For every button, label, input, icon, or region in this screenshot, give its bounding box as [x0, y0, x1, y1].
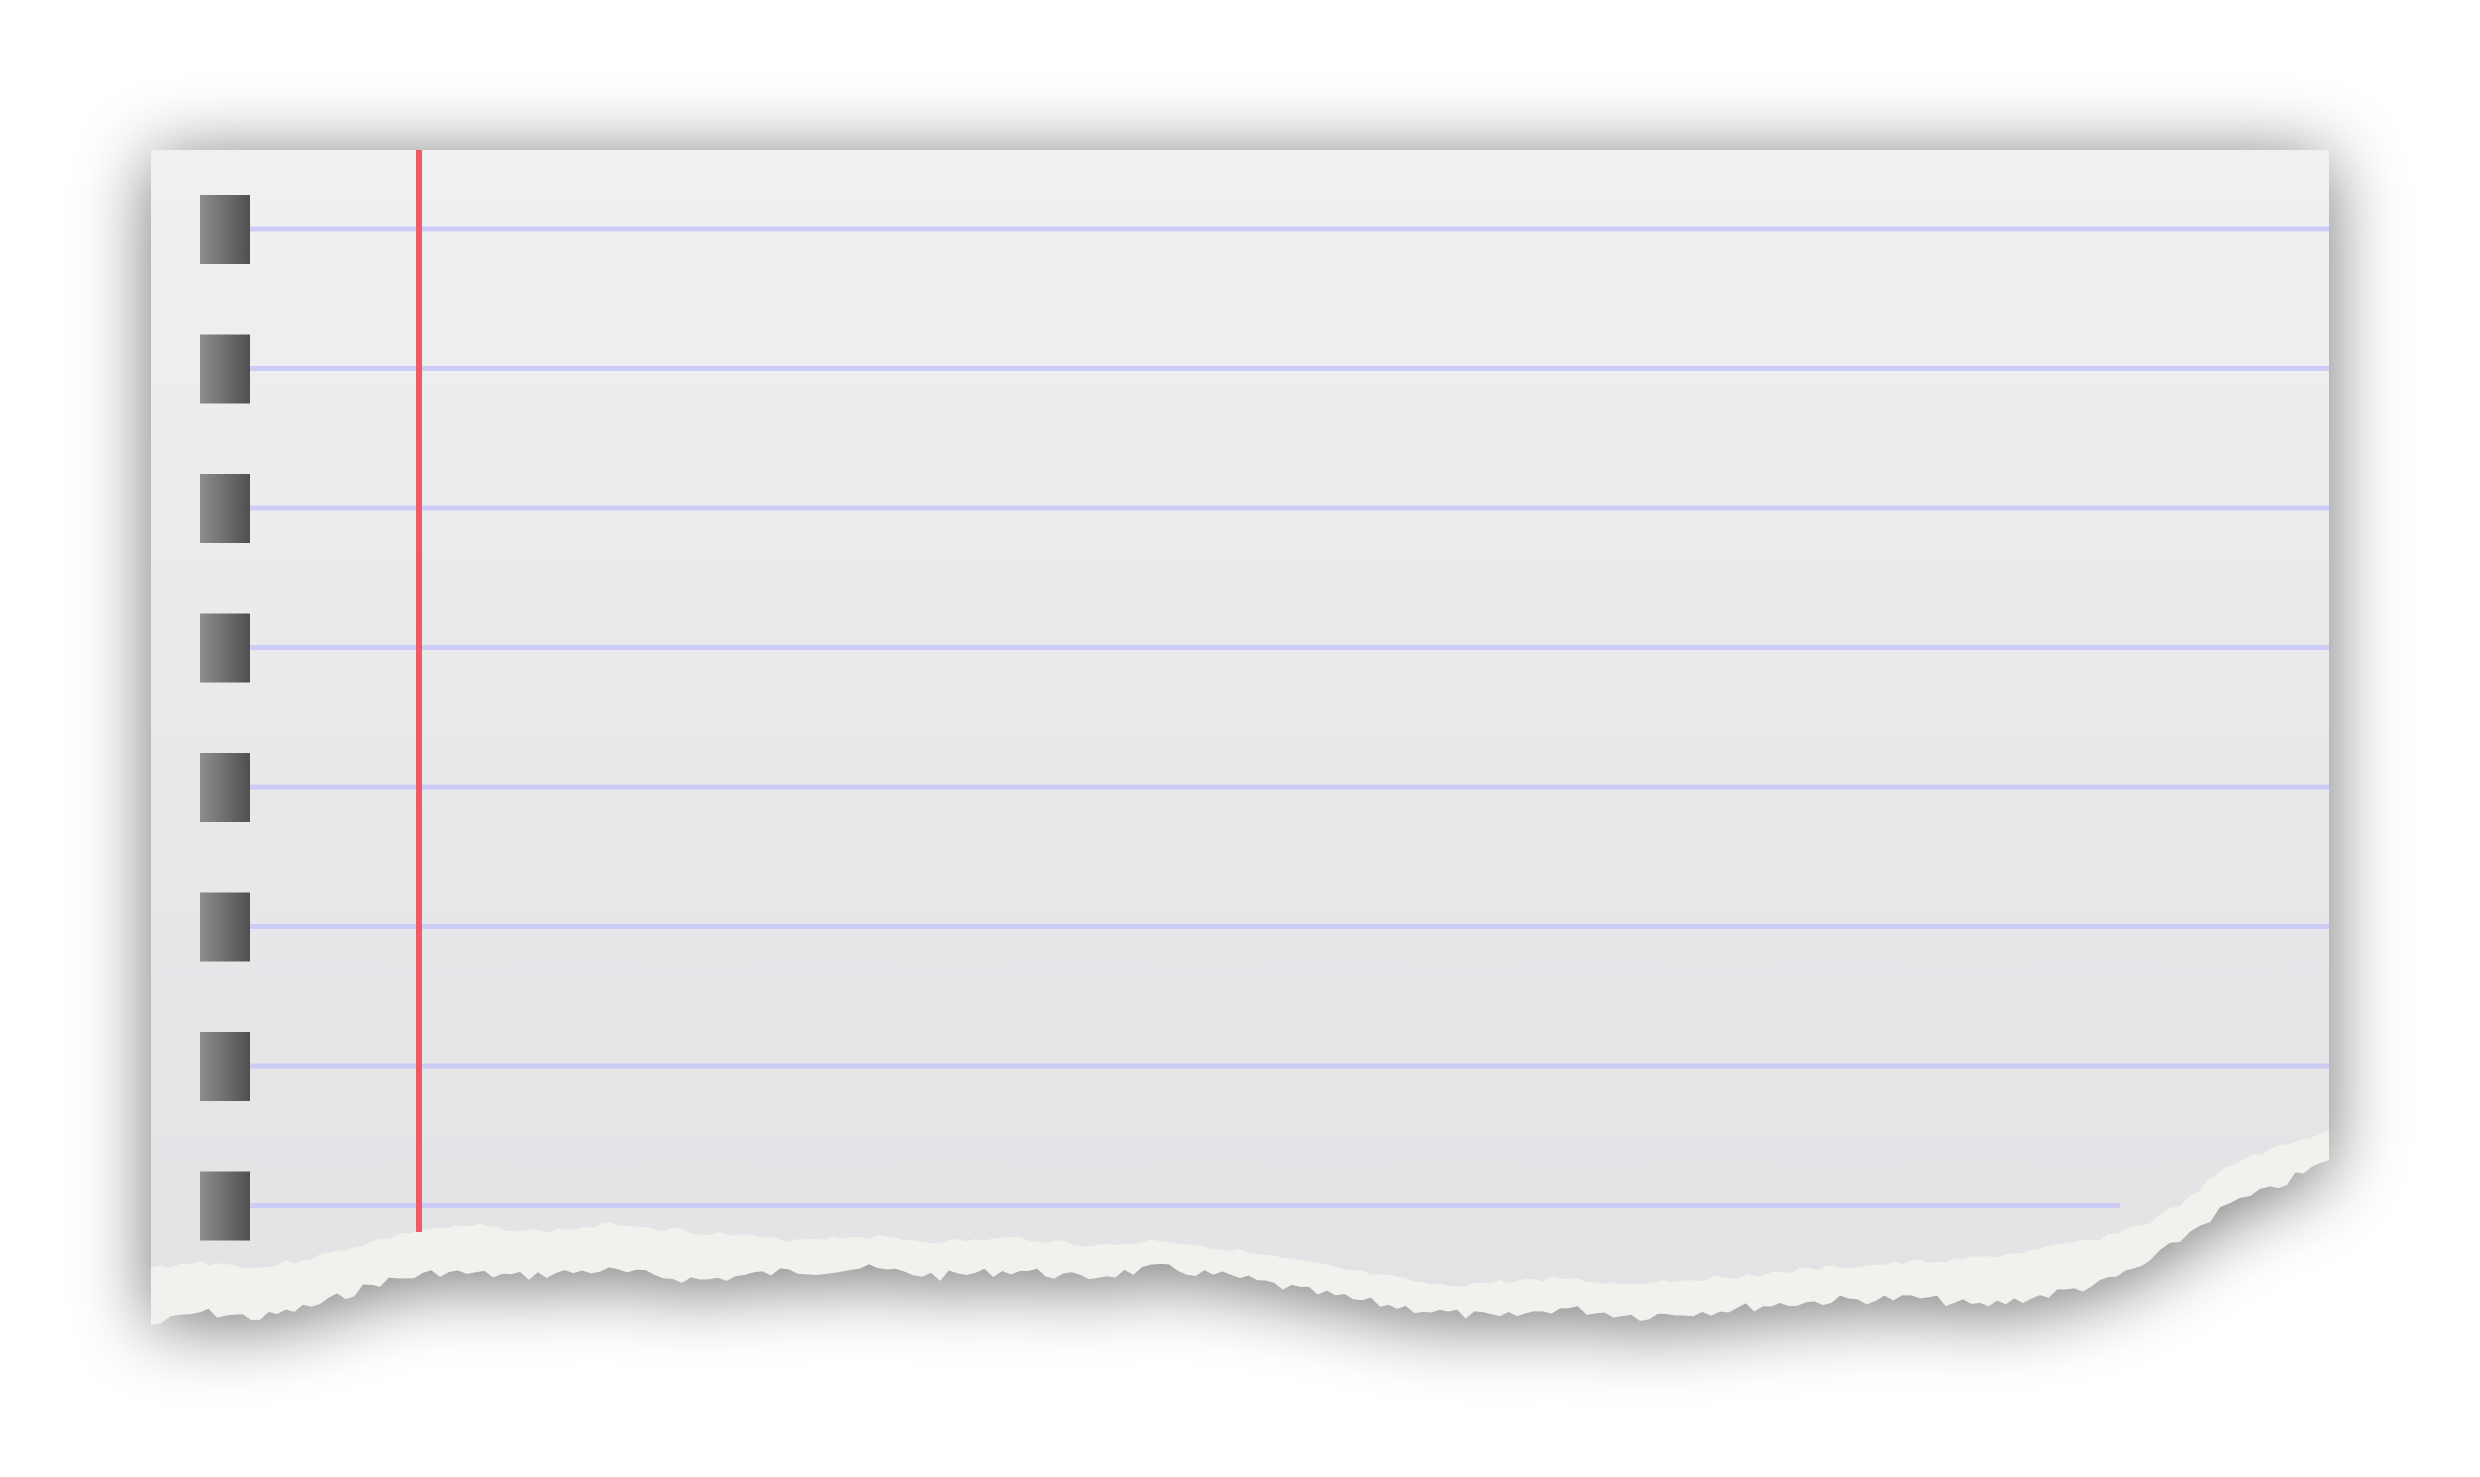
- punch-hole-icon: [200, 613, 250, 683]
- punch-hole-icon: [200, 474, 250, 543]
- ruled-lines: [250, 226, 2329, 1208]
- punch-hole-icon: [200, 753, 250, 822]
- punch-hole-icon: [200, 1171, 250, 1241]
- punch-hole-icon: [200, 195, 250, 264]
- paper-body: [151, 150, 2329, 1287]
- punch-hole-icon: [200, 892, 250, 962]
- punch-holes: [200, 195, 250, 1241]
- paper-sheet: [151, 150, 2329, 1325]
- punch-hole-icon: [200, 1032, 250, 1101]
- punch-hole-icon: [200, 334, 250, 404]
